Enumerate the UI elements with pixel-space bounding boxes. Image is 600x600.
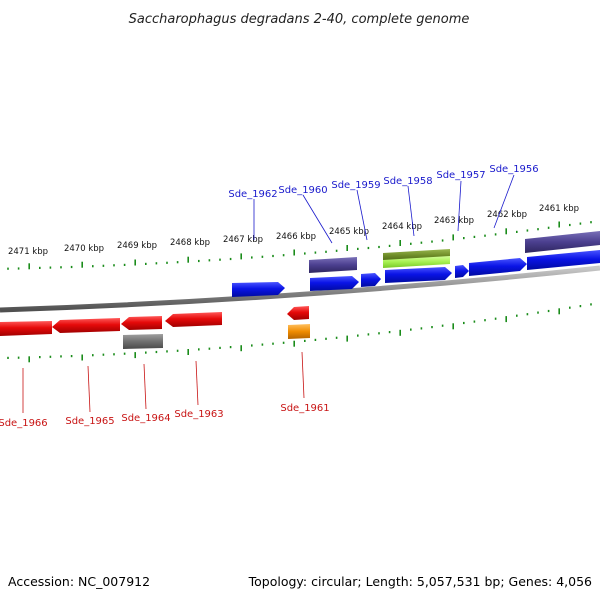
gene-label[interactable]: Sde_1964 — [121, 413, 170, 424]
scale-label: 2467 kbp — [223, 235, 263, 245]
feature-purple-1960[interactable] — [309, 257, 357, 273]
gene-sde-1963[interactable] — [165, 312, 222, 327]
leader-line — [87, 365, 91, 413]
gene-label[interactable]: Sde_1966 — [0, 418, 48, 429]
gene-sde-1966[interactable] — [0, 321, 52, 336]
leader-line — [493, 174, 515, 229]
feature-lime-1958[interactable] — [383, 256, 450, 268]
gene-label[interactable]: Sde_1958 — [383, 176, 432, 187]
genome-summary-text: Topology: circular; Length: 5,057,531 bp… — [248, 574, 592, 589]
scale-ticks-top — [7, 221, 592, 270]
bottom-gene-labels: Sde_1966 Sde_1965 Sde_1964 Sde_1963 Sde_… — [0, 403, 330, 429]
scale-label: 2463 kbp — [434, 216, 474, 226]
scale-label: 2471 kbp — [8, 247, 48, 257]
gene-sde-1962[interactable] — [232, 282, 285, 297]
gene-sde-1960[interactable] — [310, 276, 359, 291]
gene-sde-1964[interactable] — [121, 316, 162, 330]
leader-line — [457, 180, 462, 232]
scale-label: 2469 kbp — [117, 241, 157, 251]
bottom-label-leaders — [22, 351, 305, 413]
top-gene-labels: Sde_1962 Sde_1960 Sde_1959 Sde_1958 Sde_… — [228, 164, 538, 200]
leader-line — [302, 194, 333, 244]
gene-sde-1958[interactable] — [385, 267, 452, 283]
leader-line — [356, 189, 368, 241]
scale-labels: 2471 kbp 2470 kbp 2469 kbp 2468 kbp 2467… — [8, 204, 579, 257]
scale-label: 2465 kbp — [329, 227, 369, 237]
leader-line — [301, 351, 305, 399]
top-label-leaders — [253, 174, 515, 244]
forward-strand-features — [232, 231, 600, 297]
gene-sde-1957[interactable] — [455, 265, 469, 278]
feature-orange-1961[interactable] — [288, 324, 310, 339]
reverse-strand-features — [0, 306, 310, 349]
gene-label[interactable]: Sde_1957 — [436, 170, 485, 181]
gene-sde-1956[interactable] — [469, 258, 527, 276]
gene-label[interactable]: Sde_1959 — [331, 180, 380, 191]
feature-purple-edge[interactable] — [525, 231, 600, 253]
scale-label: 2464 kbp — [382, 222, 422, 232]
gene-sde-1965[interactable] — [52, 318, 120, 333]
scale-label: 2461 kbp — [539, 204, 579, 214]
gene-label[interactable]: Sde_1962 — [228, 189, 277, 200]
gene-label[interactable]: Sde_1961 — [280, 403, 329, 414]
map-title: Saccharophagus degradans 2-40, complete … — [129, 12, 470, 27]
gene-label[interactable]: Sde_1963 — [174, 409, 223, 420]
gene-sde-1959[interactable] — [361, 273, 381, 287]
leader-line — [143, 363, 147, 410]
gene-sde-1961[interactable] — [287, 306, 309, 320]
scale-label: 2468 kbp — [170, 238, 210, 248]
leader-line — [195, 360, 199, 406]
leader-line — [407, 185, 415, 237]
gene-label[interactable]: Sde_1965 — [65, 416, 114, 427]
scale-label: 2462 kbp — [487, 210, 527, 220]
scale-ticks-bottom — [7, 303, 592, 363]
scale-label: 2470 kbp — [64, 244, 104, 254]
genome-backbone — [0, 265, 600, 313]
feature-gray-1964[interactable] — [123, 334, 163, 349]
accession-text: Accession: NC_007912 — [8, 574, 150, 589]
scale-label: 2466 kbp — [276, 232, 316, 242]
gene-label[interactable]: Sde_1956 — [489, 164, 538, 175]
gene-forward-edge[interactable] — [527, 250, 600, 270]
gene-label[interactable]: Sde_1960 — [278, 185, 327, 196]
